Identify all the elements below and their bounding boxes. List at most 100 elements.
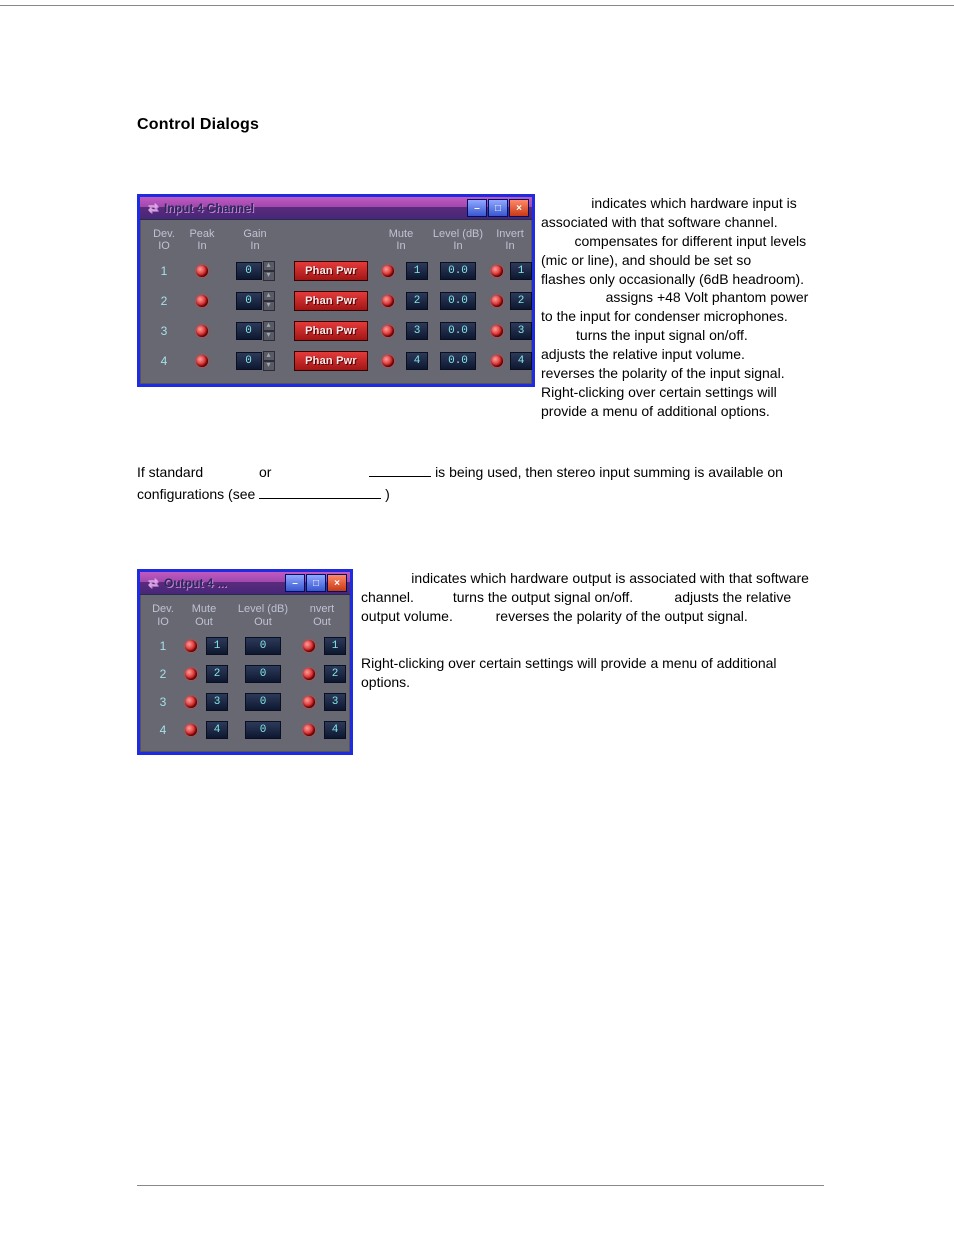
- level-value[interactable]: 0.0: [440, 352, 476, 370]
- output-headers: Dev.IO MuteOut Level (dB)Out nvertOut: [140, 595, 350, 631]
- invert-control[interactable]: 4: [488, 352, 532, 370]
- mute-control[interactable]: 2: [374, 292, 428, 310]
- invert-index: 1: [510, 262, 532, 280]
- input-dialog-title: Input 4 Channel: [164, 201, 254, 215]
- phan-pwr-button[interactable]: Phan Pwr: [294, 261, 368, 281]
- swap-icon: ⇄: [146, 201, 160, 215]
- mute-led: [382, 295, 394, 307]
- level-value[interactable]: 0: [245, 721, 281, 739]
- level-value[interactable]: 0.0: [440, 322, 476, 340]
- invert-control[interactable]: 2: [298, 665, 346, 683]
- maximize-button[interactable]: □: [488, 199, 508, 217]
- mute-control[interactable]: 4: [374, 352, 428, 370]
- input-row: 10▴▾Phan Pwr10.01: [140, 256, 532, 286]
- invert-index: 4: [510, 352, 532, 370]
- mute-index: 3: [206, 693, 228, 711]
- invert-control[interactable]: 2: [488, 292, 532, 310]
- gain-control[interactable]: 0▴▾: [222, 291, 288, 311]
- invert-index: 4: [324, 721, 346, 739]
- dev-io: 3: [146, 695, 180, 709]
- mute-index: 1: [206, 637, 228, 655]
- gain-down[interactable]: ▾: [263, 301, 275, 311]
- dev-io: 1: [146, 639, 180, 653]
- level-value[interactable]: 0.0: [440, 292, 476, 310]
- mute-control[interactable]: 2: [180, 665, 228, 683]
- hdr-gain: GainIn: [222, 228, 288, 252]
- hdr-level: Level (dB)In: [428, 228, 488, 252]
- mute-led: [185, 668, 197, 680]
- gain-control[interactable]: 0▴▾: [222, 321, 288, 341]
- level-value[interactable]: 0: [245, 665, 281, 683]
- gain-down[interactable]: ▾: [263, 331, 275, 341]
- mute-index: 4: [406, 352, 428, 370]
- hdr-dev: Dev.IO: [146, 228, 182, 252]
- dev-io: 2: [146, 667, 180, 681]
- mute-control[interactable]: 3: [180, 693, 228, 711]
- maximize-button[interactable]: □: [306, 574, 326, 592]
- output-titlebar[interactable]: ⇄ Output 4 ... – □ ×: [140, 572, 350, 595]
- minimize-button[interactable]: –: [285, 574, 305, 592]
- mute-led: [185, 640, 197, 652]
- invert-control[interactable]: 1: [488, 262, 532, 280]
- invert-index: 3: [510, 322, 532, 340]
- invert-led: [491, 295, 503, 307]
- mute-index: 2: [406, 292, 428, 310]
- gain-value: 0: [236, 262, 262, 280]
- level-value[interactable]: 0.0: [440, 262, 476, 280]
- mute-control[interactable]: 1: [374, 262, 428, 280]
- input-note: Right-clicking over certain settings wil…: [541, 383, 809, 421]
- invert-index: 3: [324, 693, 346, 711]
- gain-value: 0: [236, 352, 262, 370]
- hdr-invert: InvertIn: [488, 228, 532, 252]
- invert-control[interactable]: 1: [298, 637, 346, 655]
- invert-index: 1: [324, 637, 346, 655]
- page-title: Control Dialogs: [137, 116, 824, 134]
- mute-index: 3: [406, 322, 428, 340]
- input-row: 20▴▾Phan Pwr20.02: [140, 286, 532, 316]
- invert-control[interactable]: 3: [488, 322, 532, 340]
- hdr-mute: MuteOut: [180, 603, 228, 627]
- hdr-level: Level (dB)Out: [228, 603, 298, 627]
- phan-pwr-button[interactable]: Phan Pwr: [294, 321, 368, 341]
- output-row: 1101: [140, 632, 350, 660]
- gain-value: 0: [236, 292, 262, 310]
- mute-control[interactable]: 3: [374, 322, 428, 340]
- output-section: ⇄ Output 4 ... – □ × Dev.IO MuteOut Leve…: [137, 569, 824, 754]
- invert-led: [303, 724, 315, 736]
- mute-index: 4: [206, 721, 228, 739]
- level-value[interactable]: 0: [245, 693, 281, 711]
- dev-io: 4: [146, 354, 182, 368]
- close-button[interactable]: ×: [509, 199, 529, 217]
- peak-led: [196, 355, 208, 367]
- invert-led: [303, 640, 315, 652]
- input-titlebar[interactable]: ⇄ Input 4 Channel – □ ×: [140, 197, 532, 220]
- gain-control[interactable]: 0▴▾: [222, 351, 288, 371]
- hdr-dev: Dev.IO: [146, 603, 180, 627]
- invert-led: [303, 668, 315, 680]
- dev-io: 4: [146, 723, 180, 737]
- mute-led: [185, 724, 197, 736]
- level-value[interactable]: 0: [245, 637, 281, 655]
- peak-led: [196, 265, 208, 277]
- minimize-button[interactable]: –: [467, 199, 487, 217]
- mute-index: 1: [406, 262, 428, 280]
- close-button[interactable]: ×: [327, 574, 347, 592]
- output-row: 2202: [140, 660, 350, 688]
- input-section: ⇄ Input 4 Channel – □ × Dev.IO PeakIn Ga…: [137, 194, 824, 421]
- mute-control[interactable]: 4: [180, 721, 228, 739]
- mute-led: [382, 325, 394, 337]
- invert-control[interactable]: 3: [298, 693, 346, 711]
- output-dialog: ⇄ Output 4 ... – □ × Dev.IO MuteOut Leve…: [137, 569, 353, 754]
- phan-pwr-button[interactable]: Phan Pwr: [294, 351, 368, 371]
- gain-control[interactable]: 0▴▾: [222, 261, 288, 281]
- stereo-paragraph: If standard or is being used, then stere…: [137, 461, 824, 506]
- output-row: 3303: [140, 688, 350, 716]
- phan-pwr-button[interactable]: Phan Pwr: [294, 291, 368, 311]
- mute-control[interactable]: 1: [180, 637, 228, 655]
- gain-down[interactable]: ▾: [263, 271, 275, 281]
- invert-led: [303, 696, 315, 708]
- mute-led: [382, 355, 394, 367]
- invert-control[interactable]: 4: [298, 721, 346, 739]
- gain-down[interactable]: ▾: [263, 361, 275, 371]
- invert-index: 2: [324, 665, 346, 683]
